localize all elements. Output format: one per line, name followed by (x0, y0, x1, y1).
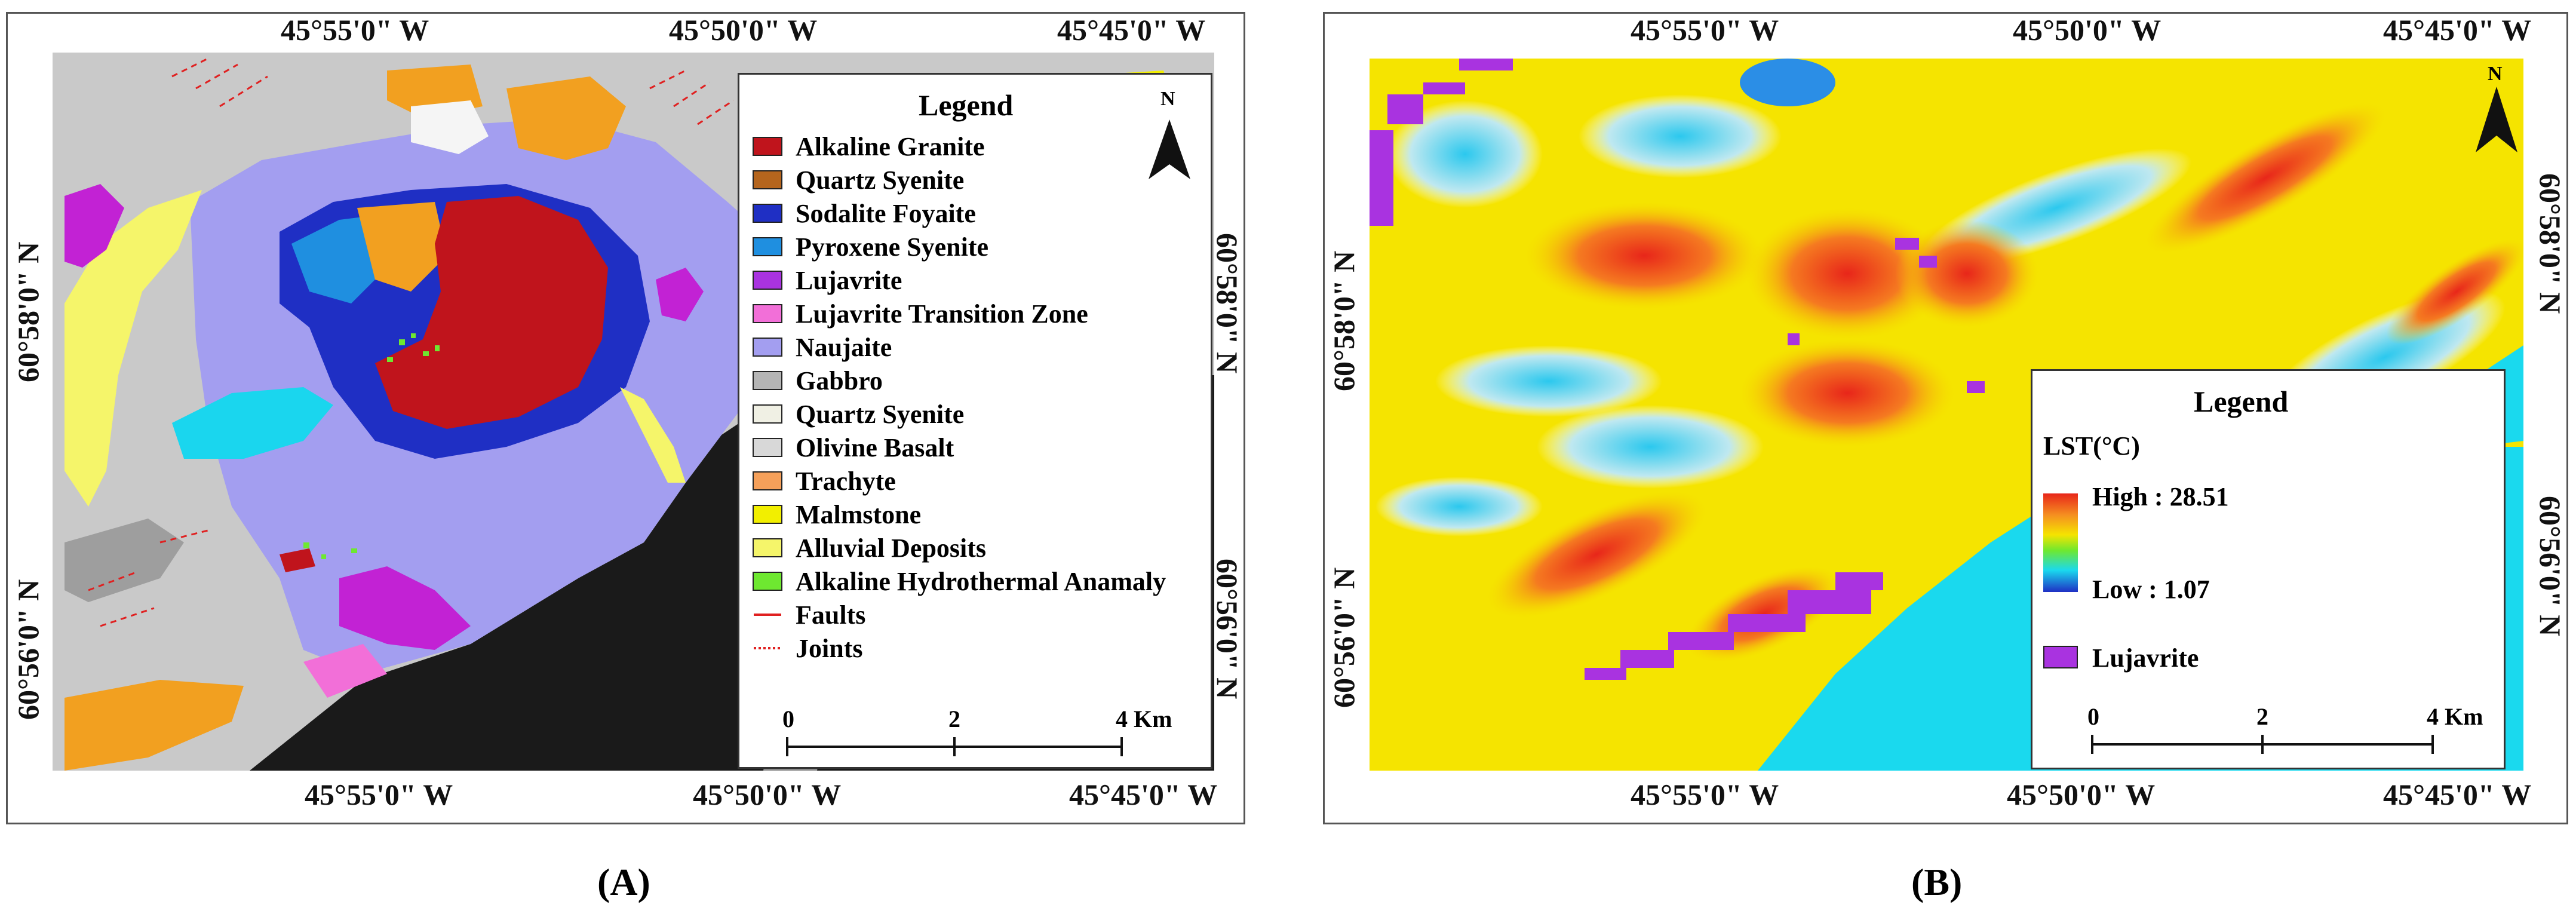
legend-a-item: Lujavrite Transition Zone (753, 299, 1088, 329)
legend-a-label: Alkaline Hydrothermal Anamaly (796, 566, 1166, 596)
panel-a-label-letter: A (610, 861, 638, 903)
lujavrite-label: Lujavrite (2092, 643, 2199, 673)
legend-a-swatch (753, 304, 782, 323)
legend-a-swatch (753, 572, 782, 591)
panel-a-right-lat-1: 60°58'0" N (1211, 233, 1244, 374)
lst-high-label: High : 28.51 (2092, 482, 2229, 511)
legend-a-swatch (753, 170, 782, 189)
legend-a-swatch (753, 438, 782, 457)
legend-a-label: Pyroxene Syenite (796, 232, 989, 262)
panel-a-north-label: N (1160, 88, 1175, 110)
legend-a-label: Olivine Basalt (796, 433, 954, 462)
legend-a-swatch (753, 471, 782, 490)
legend-a-swatch (753, 271, 782, 290)
legend-a-item: Quartz Syenite (753, 399, 964, 429)
legend-a-item: Gabbro (753, 366, 883, 395)
panel-a-scale-label-0: 0 (782, 706, 794, 732)
panel-b-scale-bar (2091, 735, 2434, 754)
legend-a-item: Sodalite Foyaite (753, 198, 976, 228)
panel-a-scale-bar (786, 737, 1123, 756)
legend-a-label: Malmstone (796, 499, 922, 529)
legend-a-item: Lujavrite (753, 265, 902, 295)
panel-b-scale-label-4: 4 Km (2427, 703, 2483, 730)
panel-a-scale-label-4: 4 Km (1116, 706, 1172, 732)
panel-a-left-lat-2: 60°56'0" N (11, 579, 45, 720)
panel-b-label-close: ) (1949, 861, 1963, 903)
panel-a-geology-map (53, 53, 1214, 771)
panel-b-bottom-lon-1: 45°55'0" W (1631, 778, 1779, 811)
panel-b-label-open: ( (1911, 861, 1924, 903)
panel-a-legend-title: Legend (919, 88, 1014, 122)
legend-a-swatch (753, 538, 782, 557)
north-arrow-icon (2476, 87, 2517, 152)
legend-a-swatch (753, 371, 782, 390)
lujavrite-swatch (2043, 646, 2078, 668)
legend-a-item: Trachyte (753, 466, 896, 496)
panel-b-left-lat-2: 60°56'0" N (1327, 567, 1361, 708)
legend-a-label: Quartz Syenite (796, 165, 965, 195)
legend-a-swatch (754, 647, 781, 649)
legend-a-label: Sodalite Foyaite (796, 198, 976, 228)
legend-a-label: Gabbro (796, 366, 883, 395)
legend-a-swatch (754, 614, 781, 616)
legend-a-item: Quartz Syenite (753, 165, 964, 195)
panel-a-top-lon-2: 45°50'0" W (669, 13, 818, 47)
legend-a-label: Joints (796, 633, 863, 663)
panel-b-legend-title: Legend (2194, 385, 2289, 418)
legend-a-swatch (753, 137, 782, 156)
panel-b-top-lon-2: 45°50'0" W (2013, 13, 2161, 47)
panel-a-label: (A) (597, 860, 650, 904)
panel-a-bottom-lon-1: 45°55'0" W (305, 778, 453, 811)
panel-b-legend: Legend LST(°C) High : 28.51 Low : 1.07 L… (2031, 369, 2506, 769)
legend-a-label: Quartz Syenite (796, 399, 965, 429)
panel-a-bottom-lon-3: 45°45'0" W (1069, 778, 1218, 811)
legend-a-label: Alkaline Granite (796, 131, 985, 161)
panel-a-legend: Legend N Alkaline Granite Quartz Syenite S… (738, 73, 1212, 769)
panel-a-label-open: ( (597, 861, 610, 903)
panel-b-scale-label-0: 0 (2087, 703, 2099, 730)
legend-a-swatch (753, 505, 782, 524)
panel-b-bottom-lon-3: 45°45'0" W (2383, 778, 2532, 811)
legend-a-item: Naujaite (753, 332, 892, 362)
panel-b-label-letter: B (1924, 861, 1949, 903)
legend-a-swatch (753, 204, 782, 223)
north-arrow-icon (1149, 119, 1190, 179)
legend-a-item: Alluvial Deposits (753, 533, 986, 563)
panel-a-right-lat-2: 60°56'0" N (1211, 559, 1244, 700)
legend-a-item: Pyroxene Syenite (753, 232, 988, 262)
legend-a-swatch (753, 404, 782, 424)
panel-b-north-label: N (2488, 63, 2503, 85)
panel-b-top-lon-1: 45°55'0" W (1631, 13, 1779, 47)
panel-a-bottom-lon-2: 45°50'0" W (693, 778, 842, 811)
legend-a-item: Alkaline Hydrothermal Anamaly (753, 566, 1166, 596)
panel-b-right-lat-1: 60°58'0" N (2534, 173, 2567, 314)
legend-a-label: Faults (796, 600, 866, 630)
legend-a-label: Trachyte (796, 466, 896, 496)
legend-a-item: Olivine Basalt (753, 433, 954, 462)
panel-a-label-close: ) (637, 861, 650, 903)
lst-color-ramp (2043, 493, 2078, 592)
legend-a-label: Lujavrite Transition Zone (796, 299, 1088, 329)
panel-a-scale-label-2: 2 (948, 706, 960, 732)
legend-a-label: Lujavrite (796, 265, 902, 295)
panel-b-left-lat-1: 60°58'0" N (1327, 250, 1361, 391)
panel-a-top-lon-3: 45°45'0" W (1057, 13, 1206, 47)
panel-a-top-lon-1: 45°55'0" W (281, 13, 429, 47)
legend-a-label: Naujaite (796, 332, 892, 362)
panel-b-right-lat-2: 60°56'0" N (2534, 496, 2567, 637)
lst-low-label: Low : 1.07 (2092, 575, 2210, 604)
legend-a-item: Joints (753, 633, 862, 663)
panel-b-top-lon-3: 45°45'0" W (2383, 13, 2532, 47)
legend-a-swatch (753, 338, 782, 357)
panel-b-bottom-lon-2: 45°50'0" W (2007, 778, 2156, 811)
legend-a-swatch (753, 237, 782, 256)
panel-b-label: (B) (1911, 860, 1962, 904)
panel-a-left-lat-1: 60°58'0" N (11, 241, 45, 382)
panel-b-legend-subtitle: LST(°C) (2043, 431, 2140, 461)
panel-b-scale-label-2: 2 (2256, 703, 2268, 730)
legend-a-item: Faults (753, 600, 865, 630)
legend-a-label: Alluvial Deposits (796, 533, 987, 563)
legend-a-item: Malmstone (753, 499, 921, 529)
legend-a-item: Alkaline Granite (753, 131, 985, 161)
